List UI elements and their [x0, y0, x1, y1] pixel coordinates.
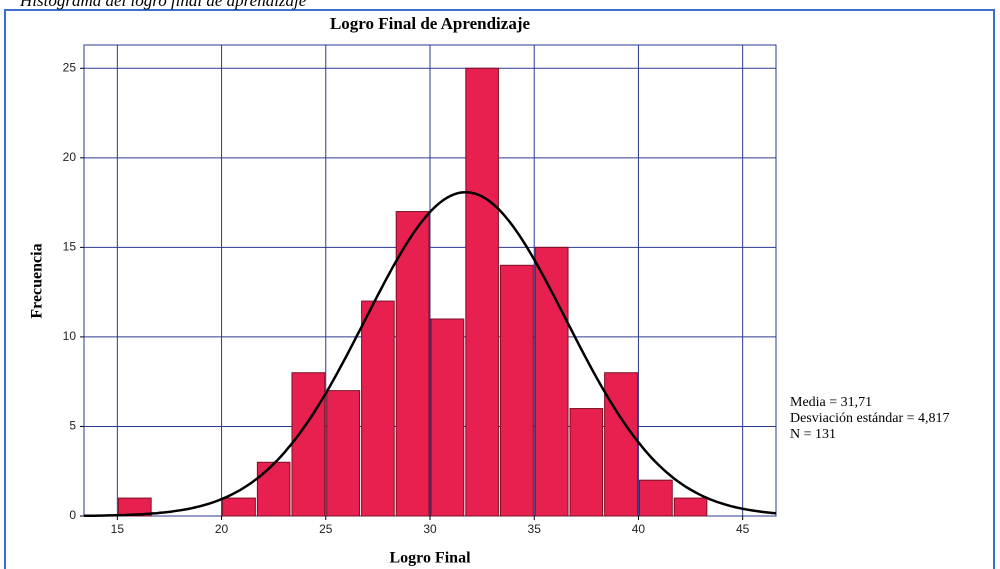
stat-label: Desviación estándar = 4,817 [790, 411, 950, 426]
y-tick-label: 25 [63, 60, 77, 74]
stat-label: N = 131 [790, 427, 836, 442]
bar [465, 67, 499, 517]
x-tick-label: 20 [215, 522, 229, 536]
bar [604, 372, 638, 517]
y-tick-label: 20 [63, 150, 77, 164]
x-tick-label: 25 [319, 522, 333, 536]
x-tick-label: 35 [528, 522, 542, 536]
y-tick-label: 10 [63, 329, 77, 343]
y-tick-label: 5 [69, 419, 76, 433]
bar [430, 318, 465, 517]
bar [395, 211, 430, 517]
bar [326, 390, 361, 517]
x-tick-label: 40 [632, 522, 646, 536]
bar [361, 300, 395, 517]
y-tick-label: 0 [69, 508, 76, 522]
y-axis-label: Frecuencia [29, 243, 46, 318]
bar [534, 246, 569, 517]
bar [222, 497, 256, 517]
chart-title: Logro Final de Aprendizaje [330, 14, 531, 33]
bar [117, 497, 152, 517]
bar [256, 461, 291, 517]
bar [673, 497, 708, 517]
x-tick-label: 15 [111, 522, 125, 536]
bar [499, 264, 534, 517]
x-axis-label: Logro Final [389, 550, 471, 567]
y-tick-label: 15 [63, 240, 77, 254]
normal-curve [83, 190, 777, 518]
caption: Histograma del logro final de aprendizaj… [19, 0, 307, 10]
stat-label: Media = 31,71 [790, 395, 872, 410]
bar [638, 479, 673, 517]
bar [291, 372, 326, 517]
bar [569, 408, 604, 517]
x-tick-label: 30 [423, 522, 437, 536]
x-tick-label: 45 [736, 522, 750, 536]
frame [4, 9, 995, 569]
